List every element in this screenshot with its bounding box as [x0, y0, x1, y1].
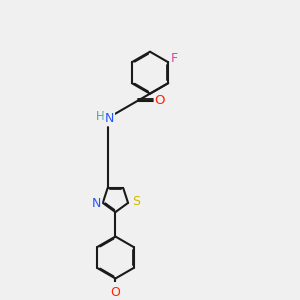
- Text: F: F: [171, 52, 178, 65]
- Text: N: N: [92, 197, 101, 210]
- Text: S: S: [132, 195, 140, 208]
- Text: N: N: [105, 112, 114, 125]
- Text: O: O: [155, 94, 165, 107]
- Text: O: O: [110, 286, 120, 299]
- Text: H: H: [96, 110, 104, 123]
